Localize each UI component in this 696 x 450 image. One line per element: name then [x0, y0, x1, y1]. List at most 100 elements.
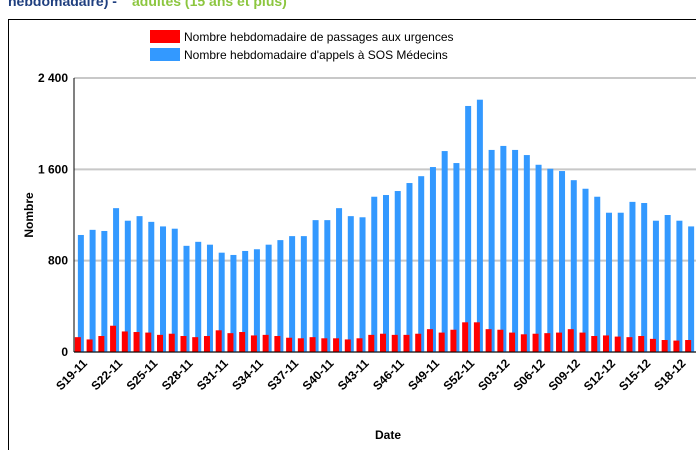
bar	[614, 336, 621, 352]
bar	[465, 105, 472, 353]
bar	[488, 149, 495, 352]
bar	[626, 337, 633, 352]
bar	[617, 212, 624, 352]
x-tick-label: S09-12	[546, 356, 583, 393]
bar	[547, 168, 554, 352]
bar	[195, 241, 202, 352]
bar	[426, 329, 433, 352]
legend-label: Nombre hebdomadaire de passages aux urge…	[184, 30, 454, 44]
bar	[429, 167, 436, 352]
bar	[168, 333, 175, 352]
bar	[649, 338, 656, 352]
bar	[277, 240, 284, 352]
bar	[688, 226, 695, 352]
bar	[520, 334, 527, 352]
bar	[289, 236, 296, 352]
chart-title: hebdomadaire) -	[8, 0, 117, 9]
bar	[391, 334, 398, 352]
bar	[86, 339, 93, 352]
bar	[160, 226, 167, 352]
x-axis-label: Date	[375, 428, 401, 442]
bar	[121, 331, 128, 352]
bar	[368, 334, 375, 352]
y-tick-label: 1 600	[38, 162, 68, 176]
frame	[8, 19, 696, 450]
bar	[74, 337, 81, 352]
x-tick-label: S28-11	[159, 356, 196, 393]
x-tick-label: S15-12	[616, 356, 653, 393]
bar	[297, 338, 304, 352]
bar	[453, 163, 460, 352]
bar	[124, 220, 131, 352]
bar	[356, 338, 363, 352]
x-tick-label: S18-12	[651, 356, 688, 393]
x-tick-label: S49-11	[405, 356, 442, 393]
legend-label: Nombre hebdomadaire d'appels à SOS Médec…	[184, 48, 448, 62]
bar	[230, 254, 237, 352]
bar	[133, 332, 140, 352]
bar	[664, 215, 671, 352]
bar	[629, 201, 636, 352]
bar	[265, 244, 272, 352]
bar	[206, 244, 213, 352]
bar	[148, 221, 155, 352]
legend-swatch	[150, 30, 180, 43]
legend-swatch	[150, 48, 180, 61]
bar	[203, 336, 210, 352]
y-tick-label: 0	[61, 345, 68, 359]
bar	[333, 338, 340, 352]
x-tick-label: S43-11	[335, 356, 372, 393]
bar	[450, 329, 457, 352]
x-tick-label: S34-11	[229, 356, 266, 393]
bar	[579, 332, 586, 352]
bar	[321, 338, 328, 352]
bar	[523, 155, 530, 352]
bar	[274, 336, 281, 352]
bar	[101, 230, 108, 352]
bar	[582, 188, 589, 352]
bar	[324, 220, 331, 352]
bar	[641, 203, 648, 352]
bar	[535, 164, 542, 352]
bar	[371, 196, 378, 352]
x-tick-label: S12-12	[581, 356, 618, 393]
x-tick-label: S03-12	[475, 356, 512, 393]
bar	[594, 196, 601, 352]
bar	[485, 329, 492, 352]
bar	[347, 216, 354, 352]
bar	[215, 330, 222, 352]
bar	[661, 340, 668, 352]
bar	[336, 208, 343, 352]
x-tick-label: S40-11	[300, 356, 337, 393]
bar	[509, 332, 516, 352]
bar	[532, 333, 539, 352]
bar	[89, 229, 96, 352]
bar	[157, 334, 164, 352]
bar	[136, 216, 143, 352]
x-tick-label: S37-11	[264, 356, 301, 393]
bar	[309, 337, 316, 352]
bar	[462, 322, 469, 352]
bar	[77, 234, 84, 352]
x-tick-label: S52-11	[440, 356, 477, 393]
bar	[394, 191, 401, 352]
bar	[418, 176, 425, 352]
bar	[544, 333, 551, 352]
bar	[438, 332, 445, 352]
bar	[344, 339, 351, 352]
bar	[218, 252, 225, 352]
bar	[556, 332, 563, 352]
bar	[98, 336, 105, 352]
bar	[512, 149, 519, 352]
x-tick-label: S31-11	[194, 356, 231, 393]
bar	[262, 334, 269, 352]
x-tick-label: S19-11	[53, 356, 90, 393]
bar	[559, 171, 566, 352]
bar	[652, 220, 659, 352]
bar	[180, 336, 187, 352]
bar	[359, 217, 366, 352]
bar	[473, 322, 480, 352]
bar	[145, 332, 152, 352]
bar	[192, 337, 199, 352]
